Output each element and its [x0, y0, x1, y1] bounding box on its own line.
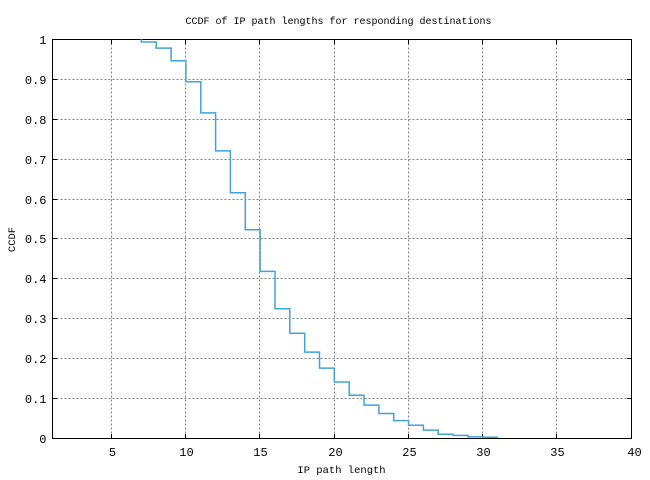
svg-text:CCDF: CCDF: [7, 227, 19, 252]
svg-text:0.2: 0.2: [25, 353, 47, 367]
svg-text:1: 1: [39, 34, 46, 48]
svg-text:20: 20: [328, 446, 342, 460]
svg-text:0.7: 0.7: [25, 154, 47, 168]
svg-text:0.8: 0.8: [25, 114, 47, 128]
svg-text:0.9: 0.9: [25, 74, 47, 88]
svg-text:25: 25: [402, 446, 416, 460]
svg-text:0: 0: [39, 433, 46, 447]
svg-text:35: 35: [550, 446, 564, 460]
svg-text:30: 30: [476, 446, 490, 460]
svg-text:0.6: 0.6: [25, 194, 47, 208]
svg-text:0.4: 0.4: [25, 273, 47, 287]
svg-text:0.5: 0.5: [25, 233, 47, 247]
svg-text:0.1: 0.1: [25, 393, 47, 407]
svg-text:40: 40: [627, 446, 641, 460]
svg-text:5: 5: [109, 446, 116, 460]
svg-text:10: 10: [179, 446, 193, 460]
svg-text:15: 15: [253, 446, 267, 460]
svg-text:0.3: 0.3: [25, 313, 47, 327]
svg-text:IP path length: IP path length: [297, 465, 385, 477]
svg-text:CCDF of IP path lengths for re: CCDF of IP path lengths for responding d…: [185, 16, 491, 28]
